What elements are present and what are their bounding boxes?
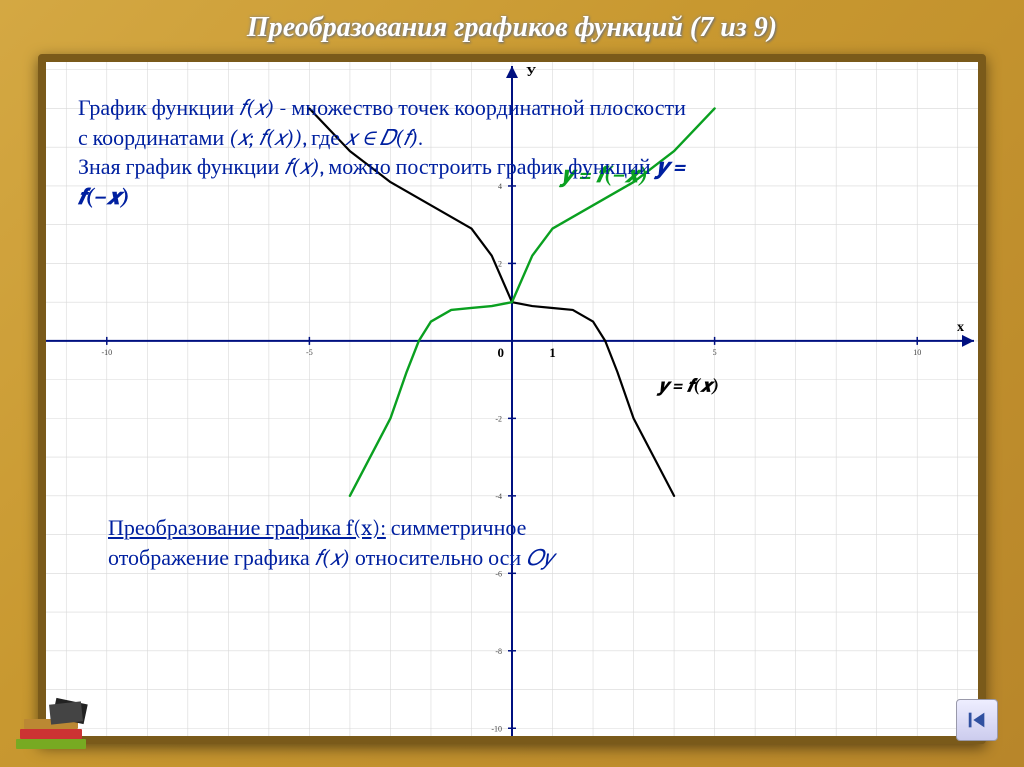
conclusion-text: Преобразование графика f(x): симметрично… — [108, 514, 928, 573]
concl-1b: симметричное — [386, 515, 527, 541]
whiteboard: -10-5510-10-8-6-4-22401xУ 𝒚 = 𝒇(−𝒙)𝒚 = 𝒇… — [38, 54, 986, 744]
intro-2b: (𝑥; 𝑓(𝑥)) — [229, 125, 302, 151]
skip-back-icon — [966, 709, 988, 731]
intro-1c: - множество точек координатной плоскости — [274, 95, 685, 121]
intro-2d: 𝑥 ∈ 𝐷(𝑓) — [345, 125, 418, 151]
intro-3c: , можно построить график функций — [320, 154, 656, 180]
concl-2d: 𝑂𝑦 — [526, 545, 554, 571]
svg-text:-10: -10 — [491, 724, 502, 733]
intro-3b: 𝑓(𝑥) — [284, 154, 319, 180]
intro-3d: 𝒚 = — [655, 154, 686, 180]
svg-text:𝒚 = 𝒇(𝒙): 𝒚 = 𝒇(𝒙) — [656, 375, 719, 396]
svg-text:-10: -10 — [101, 348, 112, 357]
intro-3a: Зная график функции — [78, 154, 284, 180]
intro-4: 𝒇(−𝒙) — [78, 183, 958, 213]
svg-text:У: У — [526, 65, 536, 80]
page-title: Преобразования графиков функций (7 из 9) — [0, 0, 1024, 50]
svg-text:5: 5 — [713, 348, 717, 357]
prev-slide-button[interactable] — [956, 699, 998, 741]
svg-text:-5: -5 — [306, 348, 313, 357]
intro-text: График функции 𝑓(𝑥) - множество точек ко… — [78, 94, 958, 213]
svg-text:0: 0 — [498, 345, 505, 360]
concl-2c: относительно оси — [350, 545, 526, 571]
svg-text:-4: -4 — [495, 492, 502, 501]
concl-2b: 𝑓(𝑥) — [315, 545, 350, 571]
concl-1a: Преобразование графика f(x): — [108, 515, 386, 541]
svg-text:-8: -8 — [495, 647, 502, 656]
svg-text:2: 2 — [498, 259, 502, 268]
svg-text:-2: -2 — [495, 414, 502, 423]
books-icon — [10, 691, 100, 761]
intro-2c: , где — [302, 125, 344, 151]
svg-text:1: 1 — [549, 345, 556, 360]
svg-text:10: 10 — [913, 348, 921, 357]
intro-1b: 𝑓(𝑥) — [239, 95, 274, 121]
concl-2a: отображение графика — [108, 545, 315, 571]
svg-text:x: x — [957, 320, 964, 335]
intro-2a: с координатами — [78, 125, 229, 151]
intro-2e: . — [418, 125, 423, 151]
intro-1a: График функции — [78, 95, 239, 121]
